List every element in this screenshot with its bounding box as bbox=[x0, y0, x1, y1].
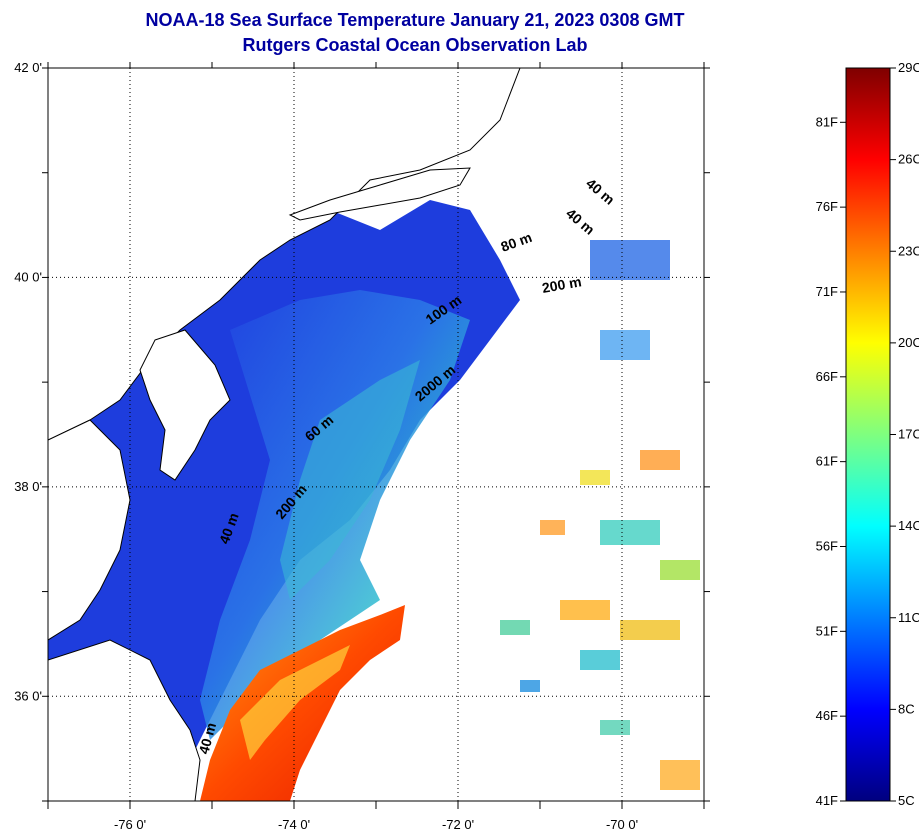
gulf-stream-edge bbox=[240, 645, 350, 760]
fahrenheit-label: 41F bbox=[816, 793, 838, 808]
land-mass-north bbox=[48, 68, 521, 441]
lat-tick-label: 40 0' bbox=[14, 269, 42, 284]
celsius-label: 29C bbox=[898, 60, 919, 75]
celsius-label: 17C bbox=[898, 427, 919, 442]
chesapeake-west-shore bbox=[48, 419, 131, 641]
long-island bbox=[288, 167, 471, 221]
celsius-label: 5C bbox=[898, 793, 915, 808]
celsius-label: 20C bbox=[898, 335, 919, 350]
lat-tick-label: 36 0' bbox=[14, 688, 42, 703]
lat-tick-label: 42 0' bbox=[14, 60, 42, 75]
fahrenheit-label: 51F bbox=[816, 623, 838, 638]
map-title: NOAA-18 Sea Surface Temperature January … bbox=[145, 10, 685, 30]
celsius-label: 11C bbox=[898, 610, 919, 625]
fahrenheit-label: 81F bbox=[816, 114, 838, 129]
map-ticks: 42 0' 40 0' 38 0' 36 0' -76 0' -74 0' -72 0' -7… bbox=[14, 60, 710, 832]
celsius-label: 23C bbox=[898, 243, 919, 258]
contour-label: 200 m bbox=[541, 273, 583, 296]
shelf-gradient-2 bbox=[280, 360, 420, 600]
contour-label: 40 m bbox=[195, 721, 219, 756]
carolina-coast bbox=[48, 639, 201, 801]
lon-tick-label: -76 0' bbox=[114, 817, 146, 832]
sst-field bbox=[48, 68, 700, 801]
colorbar-scale bbox=[845, 67, 891, 802]
celsius-label: 26C bbox=[898, 152, 919, 167]
lat-tick-label: 38 0' bbox=[14, 479, 42, 494]
fahrenheit-label: 56F bbox=[816, 538, 838, 553]
lon-tick-label: -70 0' bbox=[606, 817, 638, 832]
delmarva-peninsula bbox=[139, 329, 231, 481]
fahrenheit-label: 61F bbox=[816, 454, 838, 469]
lon-tick-label: -72 0' bbox=[442, 817, 474, 832]
colorbar-labels: 29C 26C 23C 20C 17C 14C 11C 8C 5C 81F 76F 71F 66F 61F… bbox=[816, 60, 919, 808]
map-subtitle: Rutgers Coastal Ocean Observation Lab bbox=[242, 35, 588, 55]
fahrenheit-label: 66F bbox=[816, 369, 838, 384]
lon-tick-label: -74 0' bbox=[278, 817, 310, 832]
offshore-patches bbox=[500, 240, 700, 790]
celsius-label: 8C bbox=[898, 701, 915, 716]
celsius-label: 14C bbox=[898, 518, 919, 533]
fahrenheit-label: 46F bbox=[816, 708, 838, 723]
fahrenheit-label: 71F bbox=[816, 284, 838, 299]
fahrenheit-label: 76F bbox=[816, 199, 838, 214]
